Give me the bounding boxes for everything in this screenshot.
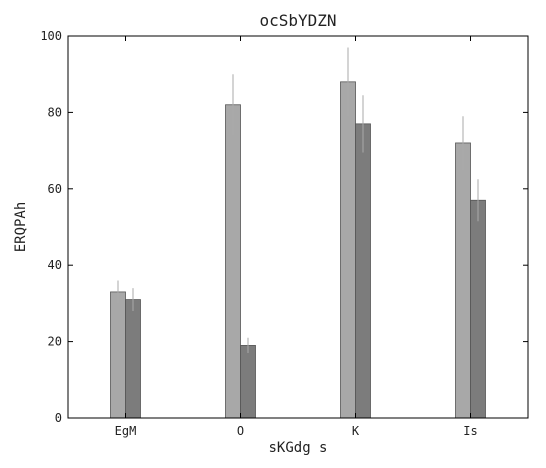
x-tick-label: EgM bbox=[115, 424, 137, 438]
y-tick-label: 60 bbox=[48, 182, 62, 196]
bar-series-2 bbox=[355, 123, 371, 419]
bar-series-1 bbox=[110, 291, 126, 419]
bar-series-2 bbox=[240, 345, 256, 419]
y-tick-label: 80 bbox=[48, 105, 62, 119]
bar-series-1 bbox=[340, 81, 356, 419]
bar-series-2 bbox=[125, 299, 141, 419]
x-tick-label: Is bbox=[463, 424, 477, 438]
y-tick-label: 40 bbox=[48, 258, 62, 272]
chart-title: ocSbYDZN bbox=[259, 11, 336, 30]
plot-area: 0 20 40 60 80 100 EgM O K Is bbox=[40, 29, 528, 438]
x-tick-label: O bbox=[237, 424, 244, 438]
y-tick-label: 0 bbox=[55, 411, 62, 425]
y-tick-label: 100 bbox=[40, 29, 62, 43]
y-tick-label: 20 bbox=[48, 335, 62, 349]
bar-series-1 bbox=[225, 104, 241, 419]
bar-series-1 bbox=[455, 142, 471, 419]
plot-frame bbox=[67, 35, 529, 419]
x-axis-label: sKGdg s bbox=[268, 440, 327, 456]
y-axis-label: ERQPAh bbox=[13, 202, 29, 253]
bar-series-2 bbox=[470, 199, 486, 419]
x-tick-label: K bbox=[352, 424, 360, 438]
